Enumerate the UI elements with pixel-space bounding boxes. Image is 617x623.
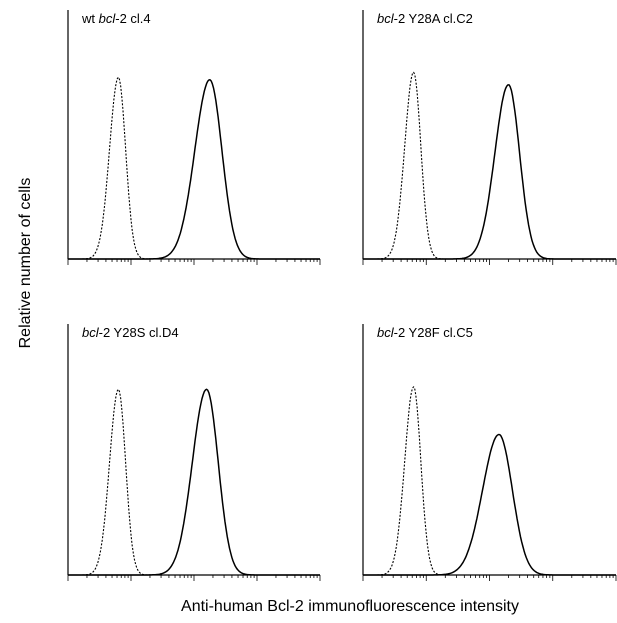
stained-histogram-line <box>68 79 320 260</box>
stained-histogram-line <box>363 84 616 260</box>
panel-label: wt bcl-2 cl.4 <box>81 11 151 26</box>
panel-label: bcl-2 Y28F cl.C5 <box>377 325 473 340</box>
control-histogram-line <box>363 71 616 260</box>
y-axis-title: Relative number of cells <box>17 178 34 349</box>
panels: wt bcl-2 cl.4 bcl-2 Y28A cl.C2 bcl-2 Y28S … <box>67 10 617 581</box>
histogram-panel: wt bcl-2 cl.4 <box>67 10 321 265</box>
x-axis-title: Anti-human Bcl-2 immunofluorescence inte… <box>181 598 519 615</box>
histogram-panel: bcl-2 Y28S cl.D4 <box>67 324 321 581</box>
panel-label: bcl-2 Y28A cl.C2 <box>377 11 473 26</box>
control-histogram-line <box>68 76 320 260</box>
stained-histogram-line <box>68 388 320 576</box>
control-histogram-line <box>363 386 616 576</box>
histogram-panel: bcl-2 Y28F cl.C5 <box>362 324 617 581</box>
control-histogram-line <box>68 388 320 576</box>
histogram-panel: bcl-2 Y28A cl.C2 <box>362 10 617 265</box>
panel-label: bcl-2 Y28S cl.D4 <box>82 325 179 340</box>
stained-histogram-line <box>363 433 616 576</box>
